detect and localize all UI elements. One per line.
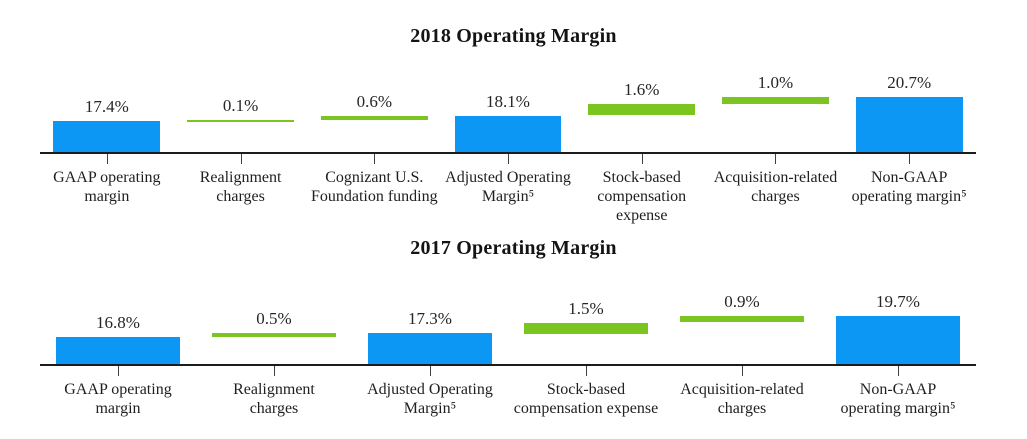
bar-value-label-gaap-operating: 17.4% [84, 96, 129, 116]
category-labels-row-2017: GAAP operating margin Realignment charges… [40, 366, 976, 418]
bar-column-non-gaap: 20.7% [842, 54, 976, 152]
bar-column-acquisition-related: 0.9% [664, 266, 820, 364]
axis-tick [374, 154, 376, 164]
bar-column-realignment: 0.1% [174, 54, 308, 152]
bars-row-2017: 16.8% 0.5% 17.3% 1.5% 0.9% 19.7% [40, 266, 976, 366]
bar-adjusted-operating [454, 115, 562, 152]
category-label-adjusted-operating: Adjusted Operating Margin⁵ [441, 154, 575, 225]
bar-value-label-stock-based: 1.5% [568, 298, 604, 318]
bar-stock-based [523, 322, 649, 334]
axis-tick [775, 154, 777, 164]
axis-tick [586, 366, 587, 376]
bar-column-realignment: 0.5% [196, 266, 352, 364]
category-label-gaap-operating: GAAP operating margin [40, 366, 196, 418]
bar-realignment [187, 120, 295, 123]
bar-column-gaap-operating: 16.8% [40, 266, 196, 364]
bar-column-non-gaap: 19.7% [820, 266, 976, 364]
bar-value-label-realignment: 0.5% [256, 309, 292, 329]
category-label-non-gaap: Non-GAAP operating margin⁵ [820, 366, 976, 418]
bar-value-label-non-gaap: 19.7% [876, 292, 920, 312]
bar-value-label-cognizant-u-s: 0.6% [356, 91, 392, 111]
bars-row-2018: 17.4% 0.1% 0.6% 18.1% 1.6% 1.0% 20.7% [40, 54, 976, 154]
bar-value-label-gaap-operating: 16.8% [96, 313, 140, 333]
bar-non-gaap [855, 97, 963, 152]
axis-tick [240, 154, 242, 164]
plot-area-2017: 16.8% 0.5% 17.3% 1.5% 0.9% 19.7% GAAP operati… [40, 266, 976, 418]
bar-gaap-operating [55, 337, 181, 364]
bar-acquisition-related [721, 97, 829, 105]
bar-column-stock-based: 1.5% [508, 266, 664, 364]
category-label-stock-based: Stock-based compensation expense [508, 366, 664, 418]
category-label-gaap-operating: GAAP operating margin [40, 154, 174, 225]
axis-tick [106, 154, 108, 164]
category-label-non-gaap: Non-GAAP operating margin⁵ [842, 154, 976, 225]
category-label-stock-based: Stock-based compensation expense [575, 154, 709, 225]
category-labels-row-2018: GAAP operating margin Realignment charges… [40, 154, 976, 225]
axis-tick [430, 366, 431, 376]
chart-title-2018: 2018 Operating Margin [410, 25, 617, 47]
bar-realignment [211, 333, 337, 338]
bar-value-label-non-gaap: 20.7% [887, 73, 932, 93]
bar-adjusted-operating [367, 333, 493, 364]
category-label-realignment: Realignment charges [196, 366, 352, 418]
operating-margin-2018-chart: 2018 Operating Margin 17.4% 0.1% 0.6% 18.1%… [40, 25, 976, 225]
chart-title-2017: 2017 Operating Margin [410, 237, 617, 259]
bar-cognizant-u-s [320, 115, 428, 120]
category-label-acquisition-related: Acquisition-related charges [664, 366, 820, 418]
bar-value-label-stock-based: 1.6% [624, 80, 660, 100]
bar-column-cognizant-u-s: 0.6% [307, 54, 441, 152]
category-label-acquisition-related: Acquisition-related charges [709, 154, 843, 225]
bar-value-label-adjusted-operating: 17.3% [408, 309, 452, 329]
category-label-cognizant-u-s: Cognizant U.S. Foundation funding [307, 154, 441, 225]
bar-value-label-realignment: 0.1% [222, 96, 259, 116]
bar-column-gaap-operating: 17.4% [40, 54, 174, 152]
bar-stock-based [588, 104, 696, 116]
operating-margin-2017-chart: 2017 Operating Margin 16.8% 0.5% 17.3% 1.5%… [0, 225, 1027, 418]
bar-column-adjusted-operating: 18.1% [441, 54, 575, 152]
axis-tick [898, 366, 899, 376]
axis-tick [118, 366, 119, 376]
bar-value-label-acquisition-related: 1.0% [757, 73, 794, 93]
bar-acquisition-related [679, 316, 805, 323]
axis-tick [909, 154, 911, 164]
axis-tick [508, 154, 510, 164]
bar-non-gaap [835, 316, 961, 364]
axis-tick [274, 366, 275, 376]
plot-area-2018: 17.4% 0.1% 0.6% 18.1% 1.6% 1.0% 20.7% GAAP ope… [40, 54, 976, 225]
bar-value-label-adjusted-operating: 18.1% [486, 91, 530, 111]
bar-column-acquisition-related: 1.0% [709, 54, 843, 152]
bar-column-adjusted-operating: 17.3% [352, 266, 508, 364]
axis-tick [641, 154, 643, 164]
category-label-realignment: Realignment charges [174, 154, 308, 225]
bar-value-label-acquisition-related: 0.9% [724, 292, 760, 312]
bar-column-stock-based: 1.6% [575, 54, 709, 152]
axis-tick [742, 366, 743, 376]
bar-gaap-operating [53, 120, 161, 152]
category-label-adjusted-operating: Adjusted Operating Margin⁵ [352, 366, 508, 418]
